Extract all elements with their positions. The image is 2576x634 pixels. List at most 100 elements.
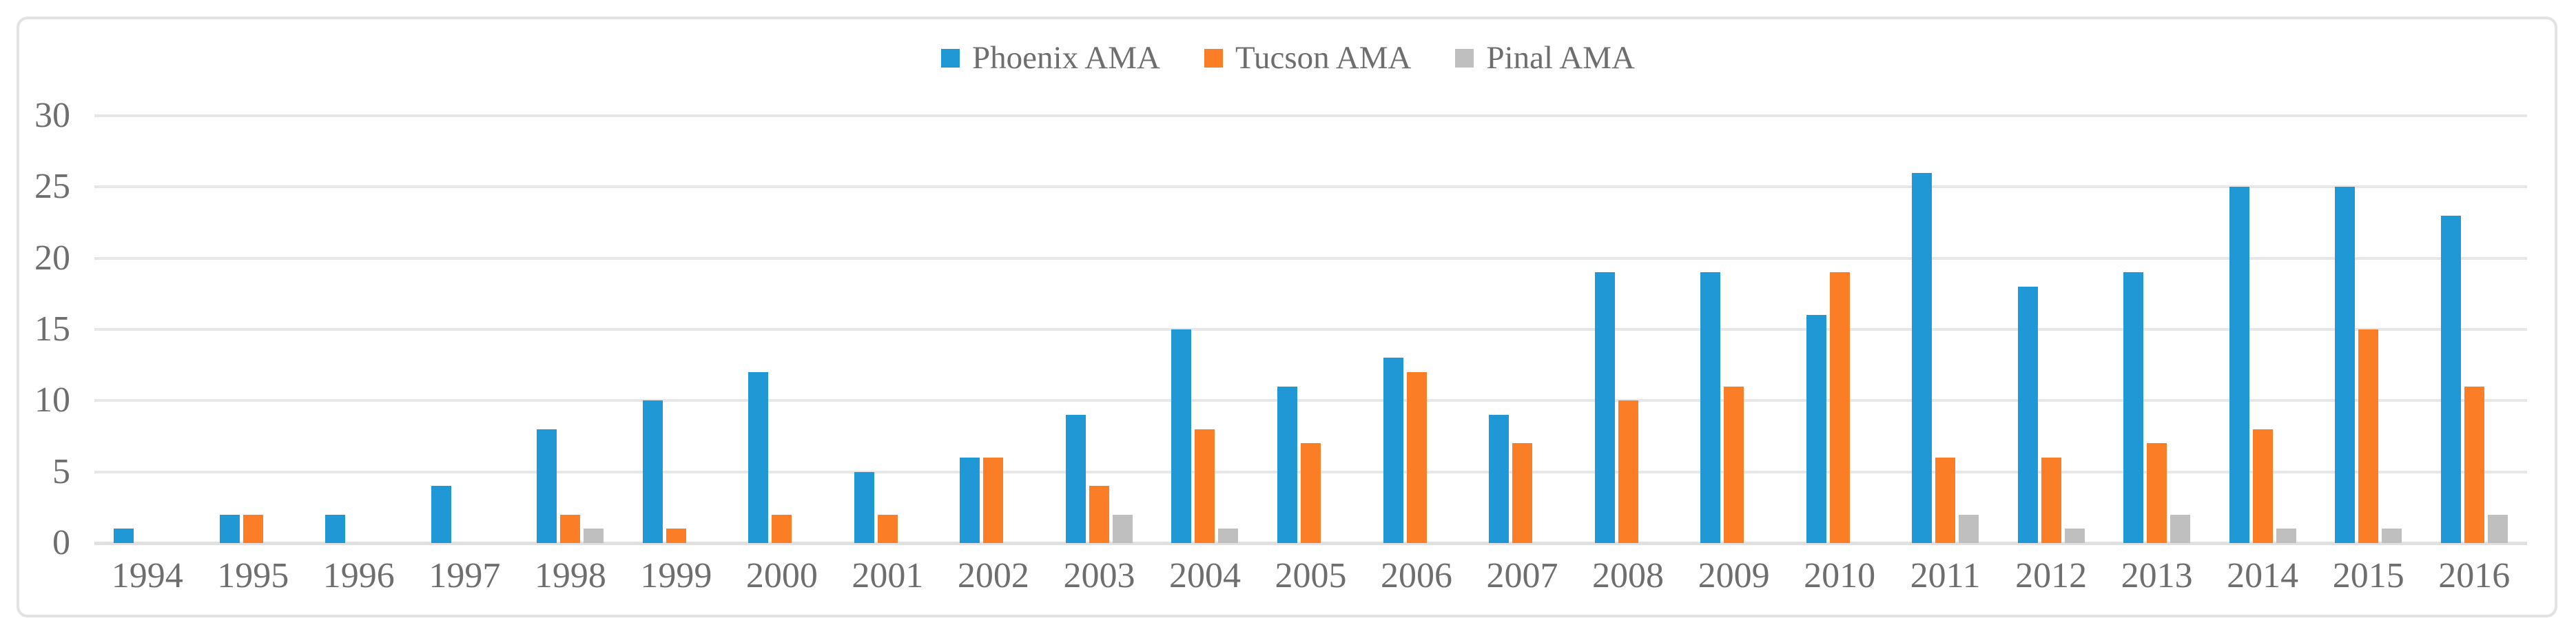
legend-label-phoenix-ama: Phoenix AMA bbox=[972, 39, 1160, 76]
bar-tucson-ama-1995 bbox=[243, 514, 263, 543]
bar-group-1998 bbox=[517, 116, 624, 543]
bar-phoenix-ama-2000 bbox=[748, 372, 769, 543]
bar-phoenix-ama-2012 bbox=[2017, 287, 2038, 543]
x-tick-label-1999: 1999 bbox=[640, 556, 712, 595]
x-tick-label-2005: 2005 bbox=[1275, 556, 1347, 595]
bar-phoenix-ama-1994 bbox=[114, 529, 134, 543]
x-tick-label-2002: 2002 bbox=[957, 556, 1029, 595]
bar-group-2004 bbox=[1152, 116, 1258, 543]
legend-item-tucson-ama: Tucson AMA bbox=[1204, 39, 1412, 76]
bar-group-2006 bbox=[1363, 116, 1470, 543]
gridline-y-20 bbox=[94, 256, 2527, 260]
bar-group-2000 bbox=[729, 116, 835, 543]
bar-tucson-ama-2007 bbox=[1512, 443, 1533, 543]
bar-group-2012 bbox=[1998, 116, 2104, 543]
x-tick-label-1996: 1996 bbox=[322, 556, 395, 595]
bar-tucson-ama-2012 bbox=[2041, 458, 2061, 543]
x-tick-label-2004: 2004 bbox=[1168, 556, 1241, 595]
bar-group-2003 bbox=[1047, 116, 1153, 543]
bar-tucson-ama-1999 bbox=[666, 529, 686, 543]
y-tick-label-25: 25 bbox=[34, 167, 70, 207]
bar-group-2005 bbox=[1258, 116, 1364, 543]
bar-group-2014 bbox=[2209, 116, 2316, 543]
y-tick-label-10: 10 bbox=[34, 380, 70, 420]
bar-phoenix-ama-2015 bbox=[2335, 187, 2356, 543]
x-tick-label-2000: 2000 bbox=[745, 556, 818, 595]
bar-group-2007 bbox=[1470, 116, 1576, 543]
bar-group-2010 bbox=[1786, 116, 1893, 543]
bar-tucson-ama-2002 bbox=[983, 458, 1004, 543]
bar-phoenix-ama-2002 bbox=[960, 458, 980, 543]
x-tick-label-1997: 1997 bbox=[429, 556, 501, 595]
bar-pinal-ama-2015 bbox=[2382, 529, 2402, 543]
x-tick-label-2003: 2003 bbox=[1063, 556, 1135, 595]
bar-group-2009 bbox=[1681, 116, 1787, 543]
legend-label-pinal-ama: Pinal AMA bbox=[1486, 39, 1635, 76]
bar-tucson-ama-2013 bbox=[2147, 443, 2167, 543]
bar-tucson-ama-2010 bbox=[1829, 272, 1850, 543]
gridline-y-15 bbox=[94, 328, 2527, 331]
x-tick-label-1994: 1994 bbox=[111, 556, 183, 595]
x-tick-label-2007: 2007 bbox=[1486, 556, 1558, 595]
bar-tucson-ama-2005 bbox=[1300, 443, 1321, 543]
bar-phoenix-ama-2013 bbox=[2123, 272, 2144, 543]
bar-tucson-ama-2008 bbox=[1618, 400, 1638, 543]
bar-pinal-ama-1998 bbox=[584, 529, 604, 543]
bar-group-1995 bbox=[200, 116, 307, 543]
bar-phoenix-ama-2010 bbox=[1806, 315, 1826, 543]
bar-group-2016 bbox=[2421, 116, 2527, 543]
x-tick-label-2001: 2001 bbox=[852, 556, 924, 595]
x-tick-label-2008: 2008 bbox=[1592, 556, 1665, 595]
legend-item-pinal-ama: Pinal AMA bbox=[1455, 39, 1635, 76]
gridline-y-25 bbox=[94, 185, 2527, 189]
bar-phoenix-ama-1999 bbox=[642, 400, 663, 543]
bar-group-1994 bbox=[94, 116, 200, 543]
bar-pinal-ama-2013 bbox=[2170, 514, 2191, 543]
x-tick-label-1995: 1995 bbox=[217, 556, 289, 595]
legend-label-tucson-ama: Tucson AMA bbox=[1235, 39, 1412, 76]
legend-swatch-tucson-ama bbox=[1204, 48, 1223, 68]
y-tick-label-0: 0 bbox=[52, 523, 70, 562]
gridline-y-30 bbox=[94, 114, 2527, 117]
bar-group-1996 bbox=[306, 116, 412, 543]
bar-phoenix-ama-1998 bbox=[537, 429, 557, 543]
bar-tucson-ama-2015 bbox=[2358, 329, 2379, 543]
bar-tucson-ama-2000 bbox=[772, 514, 792, 543]
legend-item-phoenix-ama: Phoenix AMA bbox=[941, 39, 1160, 76]
x-tick-label-2014: 2014 bbox=[2227, 556, 2299, 595]
bar-phoenix-ama-1995 bbox=[219, 514, 240, 543]
bar-phoenix-ama-2007 bbox=[1489, 415, 1509, 543]
bar-phoenix-ama-2009 bbox=[1700, 272, 1721, 543]
bar-pinal-ama-2016 bbox=[2487, 514, 2508, 543]
y-tick-label-15: 15 bbox=[34, 309, 70, 349]
bar-tucson-ama-1998 bbox=[560, 514, 581, 543]
bar-group-1997 bbox=[412, 116, 518, 543]
bar-tucson-ama-2006 bbox=[1406, 372, 1427, 543]
x-tick-label-1998: 1998 bbox=[534, 556, 606, 595]
bar-phoenix-ama-2004 bbox=[1171, 329, 1192, 543]
bar-phoenix-ama-2016 bbox=[2440, 215, 2461, 543]
y-tick-label-20: 20 bbox=[34, 238, 70, 278]
bar-pinal-ama-2012 bbox=[2064, 529, 2085, 543]
x-tick-label-2010: 2010 bbox=[1804, 556, 1876, 595]
gridline-y-10 bbox=[94, 399, 2527, 402]
bar-group-2001 bbox=[835, 116, 941, 543]
x-tick-label-2009: 2009 bbox=[1698, 556, 1770, 595]
bar-group-2015 bbox=[2316, 116, 2422, 543]
bar-phoenix-ama-2011 bbox=[1912, 172, 1933, 543]
bar-tucson-ama-2003 bbox=[1089, 486, 1109, 543]
bar-phoenix-ama-2006 bbox=[1383, 358, 1403, 543]
bar-pinal-ama-2014 bbox=[2276, 529, 2296, 543]
x-axis-line bbox=[94, 542, 2527, 545]
bar-tucson-ama-2011 bbox=[1935, 458, 1956, 543]
bar-tucson-ama-2016 bbox=[2464, 386, 2484, 543]
bar-phoenix-ama-2008 bbox=[1594, 272, 1615, 543]
legend-swatch-phoenix-ama bbox=[941, 48, 960, 68]
legend-swatch-pinal-ama bbox=[1455, 48, 1474, 68]
x-tick-label-2015: 2015 bbox=[2332, 556, 2404, 595]
y-tick-label-30: 30 bbox=[34, 96, 70, 135]
bar-pinal-ama-2003 bbox=[1112, 514, 1133, 543]
bar-pinal-ama-2011 bbox=[1959, 514, 1979, 543]
x-tick-label-2013: 2013 bbox=[2121, 556, 2193, 595]
